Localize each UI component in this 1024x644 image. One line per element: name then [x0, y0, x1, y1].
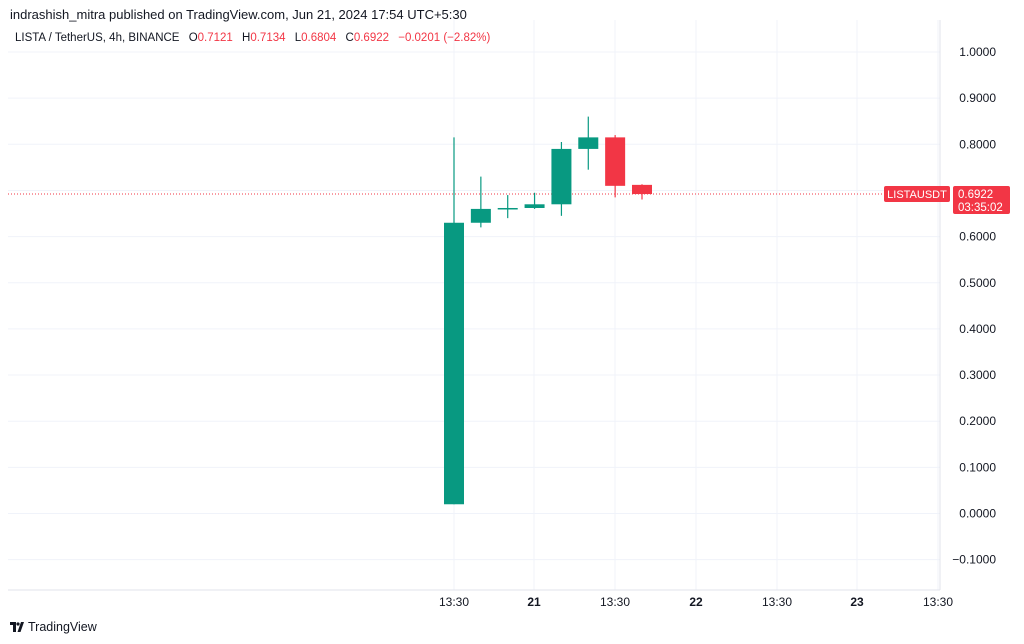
close-label: C — [345, 32, 354, 44]
close-value: 0.6922 — [353, 32, 390, 44]
high-value: 0.7134 — [250, 32, 286, 44]
candle[interactable] — [470, 176, 491, 228]
x-tick-label: 13:30 — [439, 595, 469, 609]
candle[interactable] — [605, 135, 626, 198]
open-value: 0.7121 — [197, 32, 233, 44]
y-tick-label: 0.1000 — [959, 460, 996, 474]
y-tick-label: 1.0000 — [959, 45, 996, 59]
price-tag: LISTAUSDT 0.6922 03:35:02 — [884, 186, 1010, 214]
footer-brand-text: TradingView — [28, 620, 97, 634]
candle[interactable] — [497, 195, 518, 219]
y-tick-label: 0.6000 — [959, 230, 996, 244]
x-tick-label: 13:30 — [600, 595, 630, 609]
x-tick-label: 22 — [689, 595, 703, 609]
candle-body — [497, 207, 518, 210]
price-tag-value: 0.6922 — [958, 189, 993, 201]
x-tick-label: 13:30 — [923, 595, 953, 609]
price-axis[interactable]: 1.00000.90000.80000.70000.60000.50000.40… — [952, 45, 996, 567]
price-tag-countdown: 03:35:02 — [958, 202, 1003, 214]
y-tick-label: 0.2000 — [959, 414, 996, 428]
grid-lines — [8, 20, 940, 590]
candle-body — [605, 137, 626, 186]
candles[interactable] — [444, 116, 652, 505]
candle-body — [524, 204, 545, 208]
tradingview-logo-icon — [10, 622, 24, 632]
candle[interactable] — [578, 116, 599, 170]
candle-body — [631, 184, 652, 195]
x-tick-label: 13:30 — [762, 595, 792, 609]
price-tag-symbol: LISTAUSDT — [887, 189, 947, 201]
candle[interactable] — [524, 192, 545, 209]
y-tick-label: 0.3000 — [959, 368, 996, 382]
low-value: 0.6804 — [301, 32, 337, 44]
y-tick-label: 0.9000 — [959, 91, 996, 105]
high-label: H — [242, 32, 251, 44]
symbol-legend: LISTA / TetherUS, 4h, BINANCE O0.7121 H0… — [15, 32, 490, 44]
x-tick-label: 21 — [527, 595, 541, 609]
candle-body — [578, 137, 599, 149]
y-tick-label: 0.5000 — [959, 276, 996, 290]
candle[interactable] — [631, 184, 652, 200]
time-axis[interactable]: 13:30 21 13:30 22 13:30 23 13:30 — [439, 595, 953, 609]
x-tick-label: 23 — [850, 595, 864, 609]
candle[interactable] — [551, 141, 572, 216]
low-label: L — [294, 32, 302, 44]
candle-body — [551, 148, 572, 205]
y-tick-label: 0.8000 — [959, 137, 996, 151]
price-tag-symbol-bg — [884, 186, 950, 202]
candle-body — [444, 222, 464, 505]
y-tick-label: −0.1000 — [952, 553, 996, 567]
change-value: −0.0201 (−2.82%) — [398, 32, 491, 44]
attribution: indrashish_mitra published on TradingVie… — [10, 7, 467, 22]
open-label: O — [188, 32, 198, 44]
symbol-title: LISTA / TetherUS, 4h, BINANCE — [15, 32, 180, 44]
candle-body — [470, 208, 491, 223]
price-tag-value-bg — [953, 186, 1010, 214]
y-tick-label: 0.0000 — [959, 507, 996, 521]
y-tick-label: 0.4000 — [959, 322, 996, 336]
footer-branding[interactable]: TradingView — [10, 620, 97, 634]
candle[interactable] — [444, 137, 464, 505]
